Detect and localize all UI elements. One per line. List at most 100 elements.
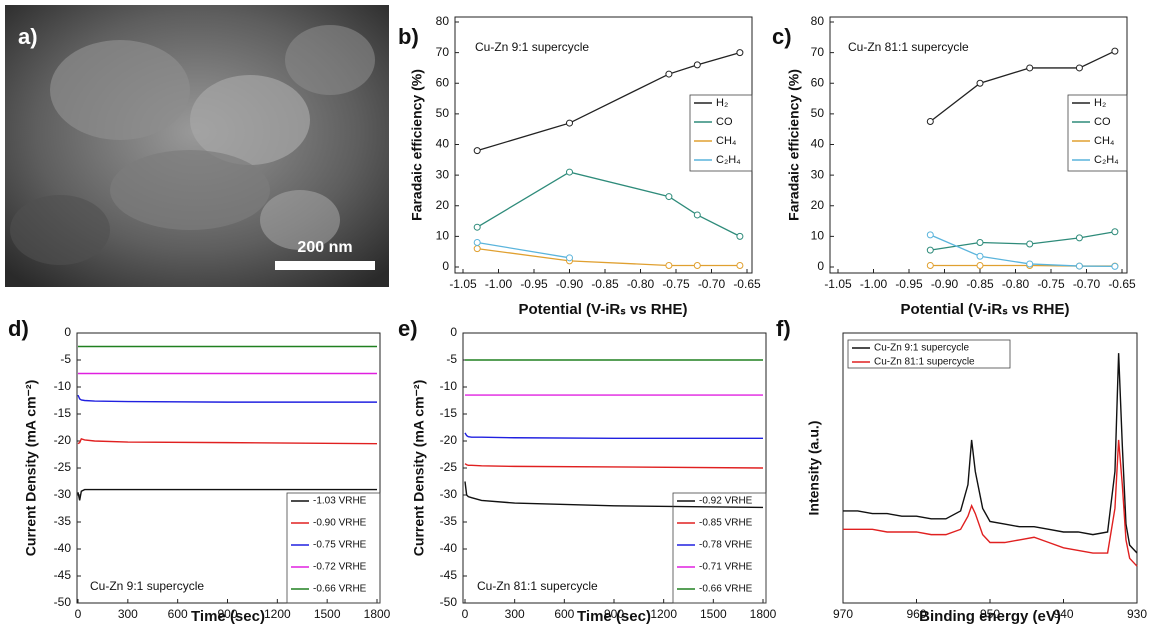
x-tick-label: 600: [168, 607, 188, 621]
y-tick-label: 0: [450, 325, 457, 339]
series-line: [930, 234, 1115, 268]
legend-label: CH₄: [1094, 135, 1115, 147]
x-tick-label: 600: [554, 607, 574, 621]
data-point: [665, 261, 673, 269]
y-tick-label: 10: [811, 229, 825, 243]
y-tick-label: -50: [54, 595, 72, 609]
x-tick-label: 1800: [750, 607, 777, 621]
data-point: [926, 231, 934, 239]
x-tick-label: -0.90: [556, 277, 584, 291]
legend-label: C₂H₄: [1094, 154, 1119, 166]
x-tick-label: -0.80: [627, 277, 655, 291]
x-tick-label: 900: [604, 607, 624, 621]
y-axis-label: Current Density (mA cm⁻²): [23, 380, 39, 556]
data-point: [1111, 228, 1119, 236]
data-point: [1026, 240, 1034, 248]
y-tick-label: -10: [54, 379, 72, 393]
plot-frame: [829, 16, 1128, 274]
x-tick-label: -0.95: [895, 277, 923, 291]
y-tick-label: 20: [436, 198, 450, 212]
legend-label: CO: [716, 116, 733, 128]
data-point: [473, 223, 481, 231]
x-tick-label: 900: [217, 607, 237, 621]
series-line: [843, 353, 1138, 554]
scale-bar-label: 200 nm: [297, 239, 352, 256]
y-tick-label: -35: [440, 514, 458, 528]
data-point: [1111, 47, 1119, 55]
x-tick-label: -0.70: [698, 277, 726, 291]
y-tick-label: 10: [436, 229, 450, 243]
x-tick-label: 930: [1127, 607, 1147, 621]
y-tick-label: -40: [440, 541, 458, 555]
legend-label: H₂: [1094, 97, 1106, 109]
x-axis-label: Binding energy (eV): [919, 608, 1061, 625]
x-tick-label: 1200: [650, 607, 677, 621]
data-point: [665, 193, 673, 201]
y-tick-label: 20: [811, 198, 825, 212]
x-tick-label: 940: [1053, 607, 1073, 621]
y-tick-label: 60: [811, 75, 825, 89]
data-point: [1026, 64, 1034, 72]
legend-label: -0.66 VRHE: [699, 584, 753, 595]
panel-label: b): [398, 24, 419, 49]
y-tick-label: -15: [54, 406, 72, 420]
data-point: [736, 49, 744, 57]
y-axis-label: Intensity (a.u.): [806, 421, 822, 516]
data-point: [473, 245, 481, 253]
x-tick-label: -1.00: [485, 277, 513, 291]
annotation: Cu-Zn 81:1 supercycle: [848, 40, 969, 54]
x-tick-label: -0.65: [1108, 277, 1136, 291]
series-line: [464, 432, 763, 439]
series-line: [464, 463, 764, 469]
y-tick-label: 40: [811, 137, 825, 151]
legend-label: -0.66 VRHE: [313, 584, 367, 595]
x-tick-label: 950: [980, 607, 1000, 621]
x-axis-label: Time (sec): [577, 608, 651, 625]
x-axis-label: Potential (V-iRₛ vs RHE): [519, 301, 688, 318]
legend-box: [286, 492, 381, 604]
y-tick-label: 0: [817, 259, 824, 273]
legend-label: -0.78 VRHE: [699, 540, 753, 551]
y-tick-label: 50: [811, 106, 825, 120]
data-point: [566, 254, 573, 262]
x-tick-label: -0.75: [1037, 277, 1065, 291]
data-point: [976, 252, 984, 260]
y-tick-label: -30: [440, 487, 458, 501]
panel-label: d): [8, 316, 29, 341]
x-tick-label: 0: [462, 607, 469, 621]
x-tick-label: -0.85: [966, 277, 994, 291]
x-tick-label: 0: [75, 607, 82, 621]
data-point: [473, 239, 481, 246]
x-tick-label: -0.80: [1002, 277, 1030, 291]
legend-label: CO: [1094, 116, 1111, 128]
data-point: [1026, 260, 1034, 268]
data-point: [736, 232, 744, 240]
y-tick-label: -5: [446, 352, 457, 366]
y-tick-label: -20: [54, 433, 72, 447]
data-point: [1111, 262, 1119, 270]
legend-box: [672, 492, 767, 604]
y-axis-label: Faradaic efficiency (%): [409, 69, 425, 221]
x-tick-label: 1800: [364, 607, 391, 621]
y-tick-label: -50: [440, 595, 458, 609]
y-tick-label: 80: [436, 14, 450, 28]
plot-frame: [842, 332, 1138, 604]
y-tick-label: -20: [440, 433, 458, 447]
series-line: [843, 439, 1138, 567]
annotation: Cu-Zn 9:1 supercycle: [90, 579, 204, 593]
y-tick-label: -40: [54, 541, 72, 555]
panel-label: e): [398, 316, 418, 341]
data-point: [976, 261, 984, 269]
y-tick-label: -25: [440, 460, 458, 474]
x-tick-label: 300: [118, 607, 138, 621]
y-tick-label: -45: [54, 568, 72, 582]
x-tick-label: 960: [906, 607, 926, 621]
y-tick-label: -10: [440, 379, 458, 393]
legend-box: [847, 339, 1011, 369]
y-tick-label: -30: [54, 487, 72, 501]
x-tick-label: -0.95: [520, 277, 548, 291]
x-tick-label: -0.75: [662, 277, 690, 291]
legend-label: -0.92 VRHE: [699, 496, 753, 507]
y-tick-label: 80: [811, 14, 825, 28]
